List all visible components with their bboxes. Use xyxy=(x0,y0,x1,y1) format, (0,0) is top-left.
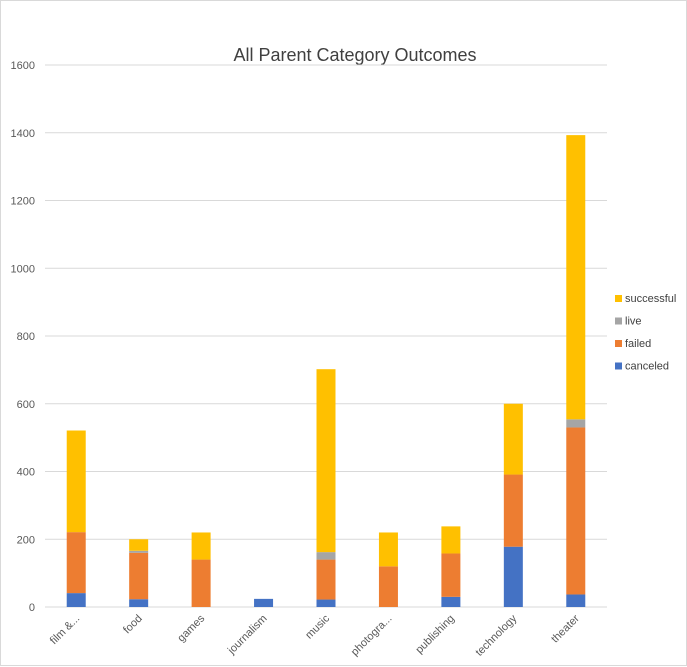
bar-failed xyxy=(441,553,461,597)
bar-live xyxy=(316,552,336,560)
bar-failed xyxy=(566,427,586,595)
bar-live xyxy=(566,419,586,428)
bar-canceled xyxy=(316,599,336,607)
legend-label-live: live xyxy=(625,316,642,328)
x-category-label: food xyxy=(121,613,145,637)
y-tick-label: 200 xyxy=(17,534,35,546)
y-tick-label: 1200 xyxy=(11,196,35,208)
bar-canceled xyxy=(441,596,461,607)
bars xyxy=(66,135,586,607)
chart-title: All Parent Category Outcomes xyxy=(233,45,476,65)
x-category-label: music xyxy=(303,612,332,641)
bar-failed xyxy=(191,559,211,607)
bar-failed xyxy=(316,559,336,600)
x-category-label: journalism xyxy=(225,613,270,658)
y-tick-label: 400 xyxy=(17,467,35,479)
bar-canceled xyxy=(566,594,586,607)
bar-canceled xyxy=(503,546,523,607)
bar-successful xyxy=(566,135,586,420)
legend-swatch-failed xyxy=(615,340,622,347)
legend: successful live failed canceled xyxy=(615,293,676,373)
y-tick-label: 1600 xyxy=(11,60,35,72)
bar-failed xyxy=(66,532,86,594)
bar-canceled xyxy=(254,598,274,607)
x-category-label: technology xyxy=(473,612,519,658)
legend-swatch-successful xyxy=(615,295,622,302)
bar-successful xyxy=(191,532,211,560)
legend-swatch-canceled xyxy=(615,362,622,370)
bar-failed xyxy=(129,552,149,600)
x-category-label: photogra... xyxy=(349,613,395,659)
x-category-label: theater xyxy=(549,612,582,645)
y-tick-label: 0 xyxy=(29,602,35,614)
bar-successful xyxy=(378,532,398,567)
bar-live xyxy=(129,550,149,553)
bar-failed xyxy=(503,474,523,547)
legend-label-canceled: canceled xyxy=(625,361,669,373)
y-tick-label: 600 xyxy=(17,399,35,411)
bar-successful xyxy=(66,430,86,533)
x-category-label: publishing xyxy=(413,613,457,657)
bar-canceled xyxy=(129,599,149,607)
y-axis-tick-labels: 0 200 400 600 800 1000 1200 1400 1600 xyxy=(11,60,35,614)
bar-successful xyxy=(441,526,461,554)
x-category-label: games xyxy=(175,612,207,644)
bar-canceled xyxy=(66,593,86,607)
bar-successful xyxy=(503,403,523,475)
y-tick-label: 800 xyxy=(17,331,35,343)
y-tick-label: 1000 xyxy=(11,263,35,275)
x-axis-category-labels: film &... food games journalism music photogr… xyxy=(48,612,582,658)
legend-label-failed: failed xyxy=(625,338,651,350)
bar-failed xyxy=(378,566,398,607)
legend-label-successful: successful xyxy=(625,293,676,305)
bar-successful xyxy=(316,369,336,553)
legend-swatch-live xyxy=(615,317,622,325)
y-tick-label: 1400 xyxy=(11,128,35,140)
bar-successful xyxy=(129,539,149,551)
x-category-label: film &... xyxy=(48,613,82,647)
